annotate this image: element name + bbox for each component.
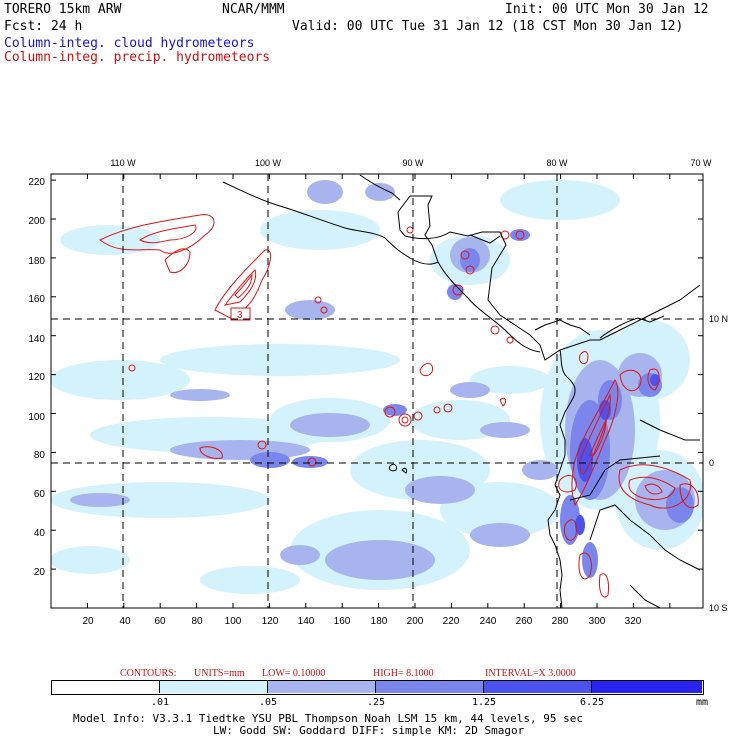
- x-tick-label: 100: [225, 616, 242, 627]
- init-time: Init: 00 UTC Mon 30 Jan 12: [505, 2, 709, 17]
- y-tick-label: 20: [34, 567, 46, 578]
- lon-label-110w: 110 W: [110, 158, 136, 168]
- lat-label-10n: 10 N: [709, 314, 728, 324]
- x-tick-label: 220: [443, 616, 460, 627]
- contours-high: HIGH= 8.1000: [373, 668, 434, 679]
- lat-label-10s: 10 S: [709, 603, 728, 613]
- axis-ticks: [50, 174, 703, 609]
- colorbar-unit: mm: [695, 697, 709, 708]
- coastlines: [222, 174, 701, 608]
- x-tick-label: 40: [119, 616, 131, 627]
- cloud-hydrometeor-shading: [51, 180, 703, 594]
- contours-units: UNITS=mm: [194, 668, 245, 679]
- colorbar-bin: [160, 681, 268, 693]
- y-tick-label: 40: [34, 528, 46, 539]
- y-tick-label: 200: [28, 216, 45, 227]
- lon-label-100w: 100 W: [255, 158, 282, 168]
- x-tick-label: 240: [480, 616, 497, 627]
- contours-heading: CONTOURS:: [120, 668, 177, 679]
- x-tick-label: 160: [334, 616, 351, 627]
- contours-interval: INTERVAL=X 3.0000: [485, 668, 576, 679]
- x-tick-label: 60: [154, 616, 166, 627]
- field-label-cloud: Column-integ. cloud hydrometeors: [4, 36, 255, 51]
- lon-label-80w: 80 W: [546, 158, 568, 168]
- colorbar: [51, 680, 704, 695]
- y-tick-label: 220: [28, 177, 45, 188]
- y-tick-label: 100: [28, 412, 45, 423]
- y-tick-label: 80: [34, 450, 46, 461]
- physics-info: LW: Godd SW: Goddard DIFF: simple KM: 2D…: [213, 724, 525, 737]
- valid-time: Valid: 00 UTC Tue 31 Jan 12 (18 CST Mon …: [292, 19, 684, 34]
- x-tick-label: 180: [371, 616, 388, 627]
- y-tick-label: 60: [34, 489, 46, 500]
- colorbar-label: 1.25: [471, 697, 497, 708]
- x-tick-label: 80: [191, 616, 203, 627]
- colorbar-bin: [484, 681, 592, 693]
- colorbar-bin: [376, 681, 484, 693]
- field-label-precip: Column-integ. precip. hydrometeors: [4, 50, 271, 65]
- colorbar-label: 6.25: [579, 697, 605, 708]
- lon-label-70w: 70 W: [690, 158, 712, 168]
- y-tick-label: 120: [28, 372, 45, 383]
- plot-frame: [50, 173, 704, 609]
- x-tick-label: 260: [516, 616, 533, 627]
- forecast-hour: Fcst: 24 h: [4, 19, 83, 34]
- model-title: TORERO 15km ARW: [4, 2, 122, 17]
- lon-label-90w: 90 W: [402, 158, 424, 168]
- colorbar-bin: [52, 681, 160, 693]
- colorbar-bin: [268, 681, 376, 693]
- x-tick-label: 320: [625, 616, 642, 627]
- x-tick-label: 20: [82, 616, 94, 627]
- lat-label-0: 0: [709, 458, 714, 468]
- x-tick-label: 140: [298, 616, 315, 627]
- contour-value-label: 3: [237, 310, 243, 321]
- colorbar-label: .25: [366, 697, 386, 708]
- colorbar-label: .01: [150, 697, 170, 708]
- y-tick-label: 160: [28, 294, 45, 305]
- model-info: Model Info: V3.3.1 Tiedtke YSU PBL Thomp…: [73, 712, 583, 725]
- colorbar-bin: [592, 681, 702, 693]
- x-tick-label: 300: [589, 616, 606, 627]
- organization-label: NCAR/MMM: [222, 2, 285, 17]
- lat-lon-grid: [51, 174, 703, 608]
- contours-low: LOW= 0.10000: [262, 668, 326, 679]
- colorbar-label: .05: [258, 697, 278, 708]
- y-tick-label: 180: [28, 256, 45, 267]
- x-tick-label: 280: [552, 616, 569, 627]
- x-tick-label: 120: [262, 616, 279, 627]
- y-tick-label: 140: [28, 334, 45, 345]
- x-tick-label: 200: [407, 616, 424, 627]
- contour-label-box: [230, 307, 251, 321]
- precip-hydrometeor-contours: [99, 214, 699, 598]
